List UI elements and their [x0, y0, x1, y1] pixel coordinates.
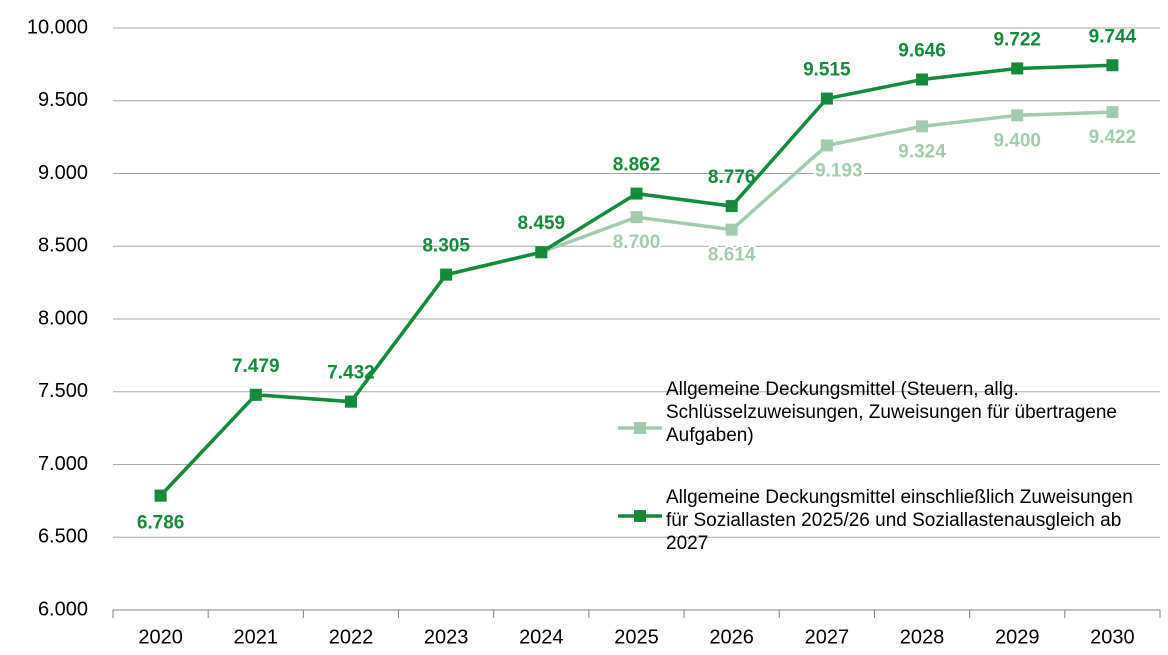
data-label: 9.422 — [1089, 127, 1137, 148]
x-tick-label: 2020 — [138, 626, 183, 648]
y-tick-label: 9.500 — [38, 89, 88, 111]
marker — [154, 489, 167, 502]
x-tick-label: 2024 — [519, 626, 564, 648]
data-label: 8.700 — [613, 232, 661, 253]
legend-text: Allgemeine Deckungsmittel einschließlich… — [666, 487, 1133, 554]
data-label: 8.776 — [708, 167, 756, 188]
x-tick-label: 2027 — [805, 626, 850, 648]
data-label: 9.515 — [803, 60, 851, 81]
data-label: 9.193 — [815, 160, 863, 181]
data-label: 9.722 — [993, 29, 1041, 50]
x-tick-label: 2021 — [234, 626, 279, 648]
data-label: 8.305 — [422, 236, 470, 257]
data-label: 8.862 — [613, 155, 661, 176]
data-label: 9.324 — [898, 141, 946, 162]
x-tick-label: 2025 — [614, 626, 659, 648]
y-tick-label: 7.500 — [38, 380, 88, 402]
marker — [725, 200, 738, 213]
x-tick-label: 2026 — [709, 626, 754, 648]
y-tick-label: 8.000 — [38, 307, 88, 329]
marker — [440, 268, 453, 281]
marker — [535, 246, 548, 259]
data-label: 8.614 — [708, 245, 756, 266]
y-tick-label: 7.000 — [38, 453, 88, 475]
marker — [1106, 106, 1119, 119]
x-tick-label: 2030 — [1090, 626, 1135, 648]
marker — [249, 388, 262, 401]
marker — [916, 73, 929, 86]
marker — [916, 120, 929, 133]
data-label: 9.744 — [1089, 26, 1137, 47]
marker — [1011, 62, 1024, 75]
data-label: 6.786 — [137, 513, 185, 534]
x-tick-label: 2023 — [424, 626, 469, 648]
data-label: 8.459 — [518, 213, 566, 234]
data-label: 7.479 — [232, 356, 280, 377]
data-label: 9.400 — [993, 130, 1041, 151]
legend-marker — [634, 422, 646, 434]
y-tick-label: 8.500 — [38, 235, 88, 257]
y-tick-label: 6.000 — [38, 598, 88, 620]
marker — [820, 92, 833, 105]
marker — [820, 139, 833, 152]
data-label: 9.646 — [898, 41, 946, 62]
y-tick-label: 6.500 — [38, 526, 88, 548]
x-tick-label: 2022 — [329, 626, 374, 648]
marker — [344, 395, 357, 408]
marker — [630, 211, 643, 224]
data-label: 7.432 — [327, 363, 375, 384]
marker — [725, 223, 738, 236]
marker — [630, 187, 643, 200]
marker — [1011, 109, 1024, 122]
legend-marker — [634, 510, 646, 522]
marker — [1106, 59, 1119, 72]
x-tick-label: 2028 — [900, 626, 945, 648]
x-tick-label: 2029 — [995, 626, 1040, 648]
y-tick-label: 10.000 — [27, 16, 88, 38]
y-tick-label: 9.000 — [38, 162, 88, 184]
legend-text: Allgemeine Deckungsmittel (Steuern, allg… — [666, 379, 1117, 446]
